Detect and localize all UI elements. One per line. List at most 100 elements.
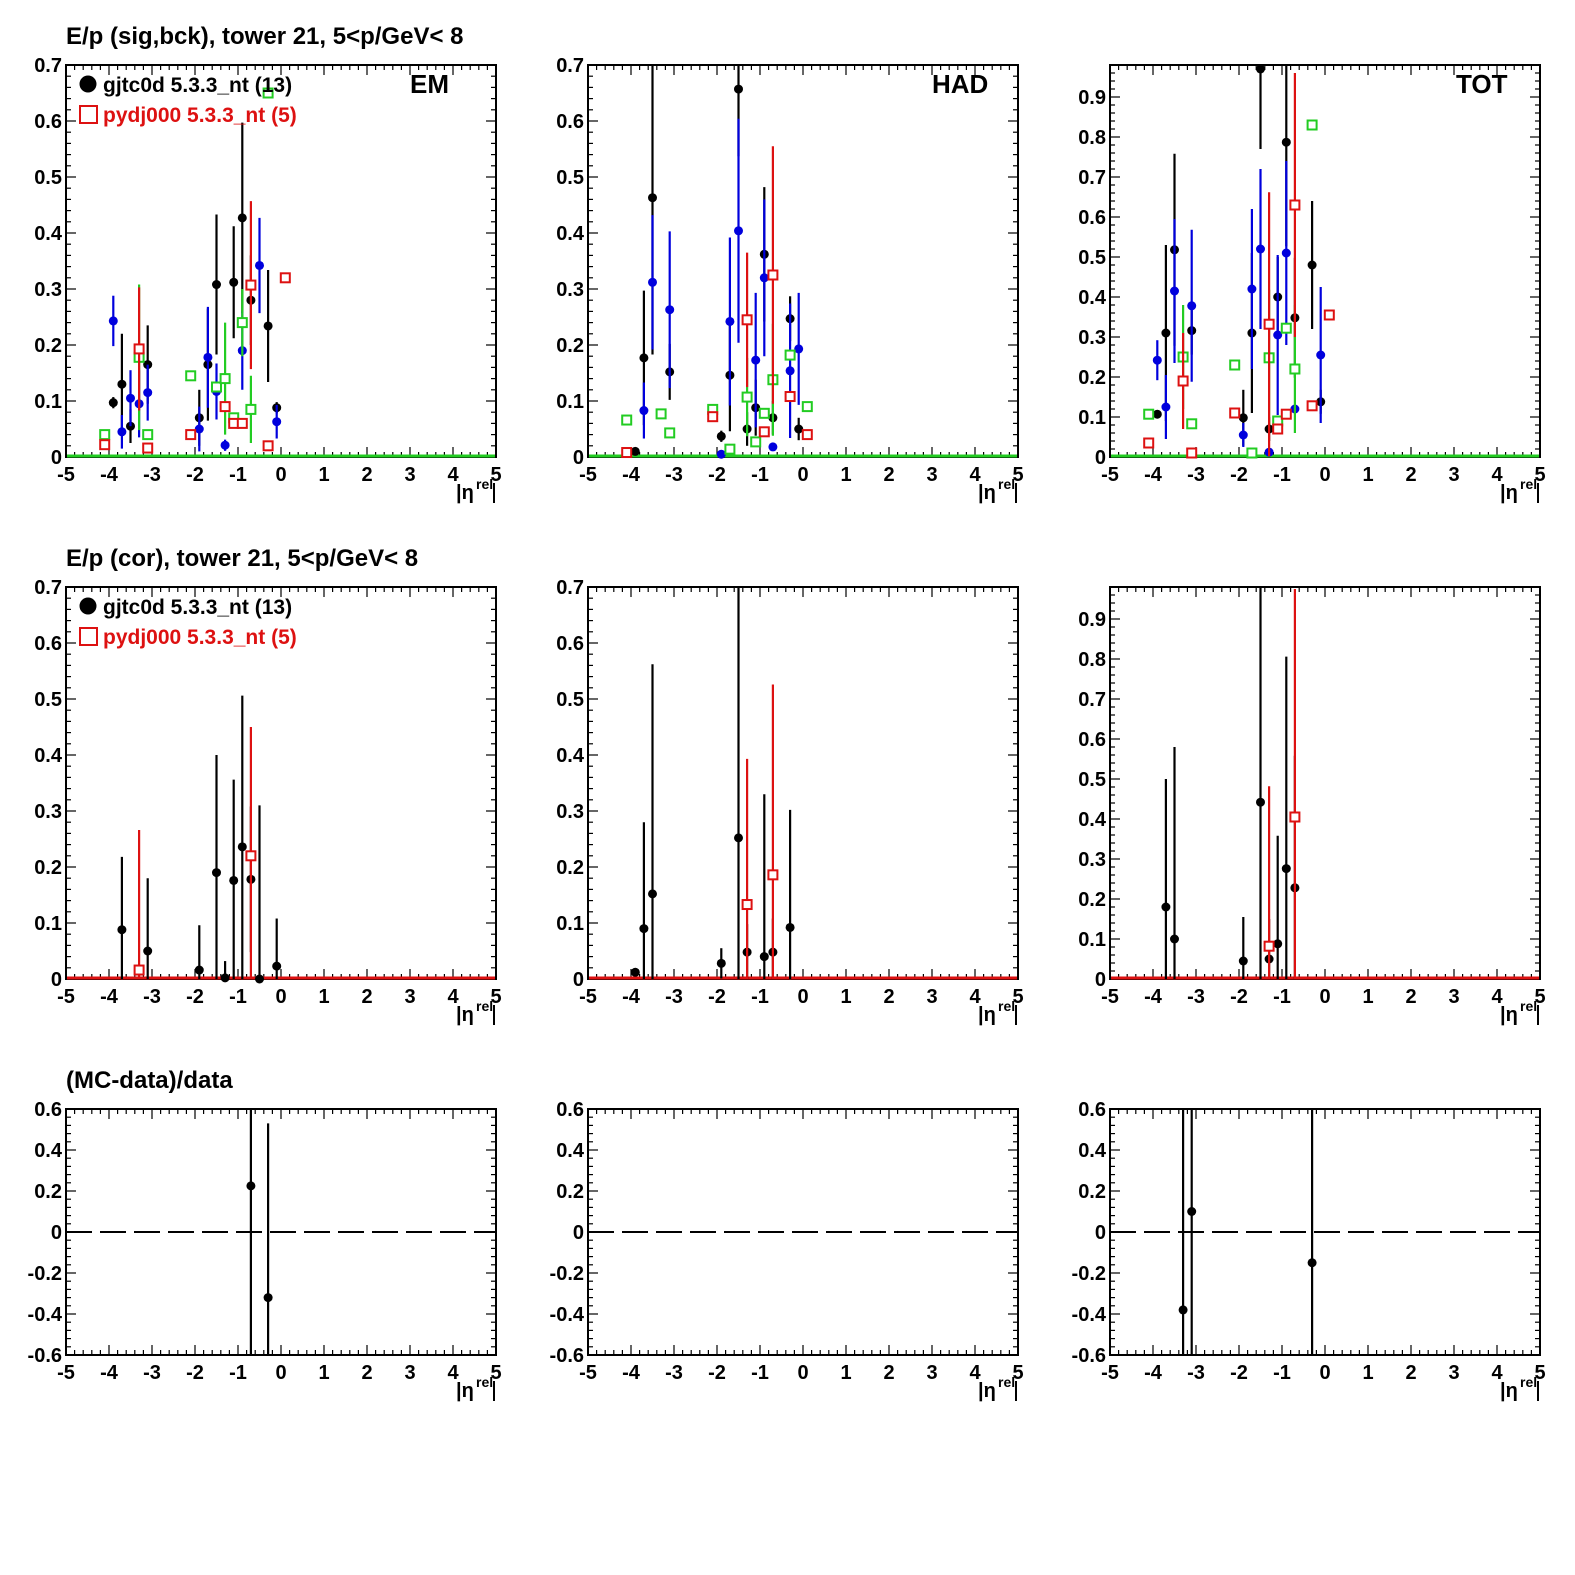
data-point xyxy=(229,277,239,287)
data-point xyxy=(1238,413,1248,423)
data-point xyxy=(255,974,264,984)
panel-cor-em: -5 -4 -3 -2 -1 0 1 2 3 4 5 0 0.1 0.2 0.3 0.4 0.5 0.6 0.7 |η… xyxy=(34,577,501,1026)
data-point xyxy=(108,398,118,408)
x-tick-label: 2 xyxy=(883,986,894,1008)
x-tick-label: -5 xyxy=(57,464,75,486)
y-tick-label: 0.3 xyxy=(1078,327,1106,349)
x-tick-label: 5 xyxy=(1012,464,1023,486)
y-tick-label: 0.4 xyxy=(1078,287,1107,309)
legend-mc-marker xyxy=(79,105,98,124)
x-tick-label: -1 xyxy=(751,1362,769,1384)
legend-row2: gjtc0d 5.3.3_nt (13) pydj000 5.3.3_nt (5… xyxy=(79,596,297,649)
data-point xyxy=(785,366,795,376)
series-1 xyxy=(741,684,779,979)
x-ticks xyxy=(587,1109,1019,1355)
data-point xyxy=(759,952,769,962)
data-point xyxy=(245,850,257,862)
y-tick-label: 0.6 xyxy=(1078,207,1106,229)
x-tick-label: 3 xyxy=(1448,1362,1459,1384)
data-point xyxy=(639,406,649,416)
x-tick-label: -3 xyxy=(1187,986,1205,1008)
data-point xyxy=(220,440,230,450)
series-1 xyxy=(133,727,257,979)
x-tick-label: -2 xyxy=(1230,986,1248,1008)
data-point xyxy=(785,922,795,932)
x-tick-label: 3 xyxy=(404,464,415,486)
x-tick-label: -4 xyxy=(100,1362,119,1384)
data-point xyxy=(1281,248,1291,258)
data-point xyxy=(621,447,633,459)
legend-data-label: gjtc0d 5.3.3_nt (13) xyxy=(103,74,292,97)
y-tick-label: -0.2 xyxy=(1072,1263,1106,1285)
x-tick-label: -5 xyxy=(579,986,597,1008)
data-point xyxy=(1143,437,1155,449)
data-point xyxy=(1143,408,1155,420)
x-tick-label: 4 xyxy=(969,1362,981,1384)
data-point xyxy=(1238,430,1248,440)
data-point xyxy=(1187,1207,1197,1216)
y-tick-label: 0.4 xyxy=(1078,1140,1107,1162)
x-tick-label: 0 xyxy=(797,986,808,1008)
data-point xyxy=(750,436,762,448)
data-point xyxy=(1307,260,1317,270)
data-point xyxy=(1273,330,1283,340)
x-tick-label: 1 xyxy=(840,986,851,1008)
y-tick-label: 0.1 xyxy=(556,913,584,935)
legend-data-label: gjtc0d 5.3.3_nt (13) xyxy=(103,596,292,619)
data-point xyxy=(108,316,118,326)
data-point xyxy=(751,355,761,365)
x-axis-label: |η xyxy=(456,1004,474,1026)
x-tick-label: 0 xyxy=(797,1362,808,1384)
data-point xyxy=(1272,423,1284,435)
x-tick-label: -4 xyxy=(1144,464,1163,486)
x-axis-label: |η xyxy=(456,1380,474,1402)
y-tick-label: 0.1 xyxy=(34,391,62,413)
row1-title: E/p (sig,bck), tower 21, 5<p/GeV< 8 xyxy=(66,23,463,50)
y-tick-label: 0.3 xyxy=(1078,849,1106,871)
x-tick-label: 5 xyxy=(1534,464,1545,486)
y-tick-label: 0 xyxy=(1095,447,1106,469)
data-point xyxy=(734,84,743,94)
series-0 xyxy=(1178,1109,1317,1355)
x-tick-label: -4 xyxy=(622,1362,641,1384)
x-tick-label: 4 xyxy=(1491,986,1503,1008)
data-point xyxy=(784,349,796,361)
data-point xyxy=(665,305,675,315)
x-axis-label: |η xyxy=(978,1380,996,1402)
y-tick-label: 0.4 xyxy=(34,223,63,245)
row3-title: (MC-data)/data xyxy=(66,1067,233,1094)
data-point xyxy=(1280,408,1292,420)
data-point xyxy=(203,352,213,362)
data-point xyxy=(126,393,135,403)
data-point xyxy=(1256,64,1265,74)
data-point xyxy=(1273,939,1283,949)
x-tick-label: -5 xyxy=(1101,986,1119,1008)
x-tick-label: 1 xyxy=(1362,986,1373,1008)
x-tick-label: -3 xyxy=(143,986,161,1008)
y-tick-label: -0.4 xyxy=(28,1304,63,1326)
data-point xyxy=(741,391,753,403)
tot-label: TOT xyxy=(1456,69,1508,99)
x-tick-label: -3 xyxy=(665,1362,683,1384)
data-point xyxy=(725,316,735,326)
x-tick-label: -5 xyxy=(579,1362,597,1384)
x-tick-label: -4 xyxy=(1144,1362,1163,1384)
y-tick-label: 0.9 xyxy=(1078,609,1106,631)
x-tick-label: -4 xyxy=(1144,986,1163,1008)
y-tick-label: 0.4 xyxy=(556,223,585,245)
x-tick-label: 4 xyxy=(447,464,459,486)
x-tick-label: -4 xyxy=(100,986,119,1008)
x-tick-label: 0 xyxy=(1319,986,1330,1008)
x-tick-label: 4 xyxy=(969,464,981,486)
series-3 xyxy=(99,201,291,454)
y-tick-label: 0.3 xyxy=(34,279,62,301)
data-point xyxy=(220,973,230,983)
panel-sigbck-em: -5 -4 -3 -2 -1 0 1 2 3 4 5 0 0.1 0.2 0.3 0.4 0.5 0.6 0.7 |η… xyxy=(34,55,501,504)
data-point xyxy=(185,429,197,441)
data-point xyxy=(133,343,145,355)
data-point xyxy=(255,260,264,270)
data-point xyxy=(1263,318,1275,330)
y-tick-label: 0.8 xyxy=(1078,127,1106,149)
data-point xyxy=(246,1181,256,1191)
